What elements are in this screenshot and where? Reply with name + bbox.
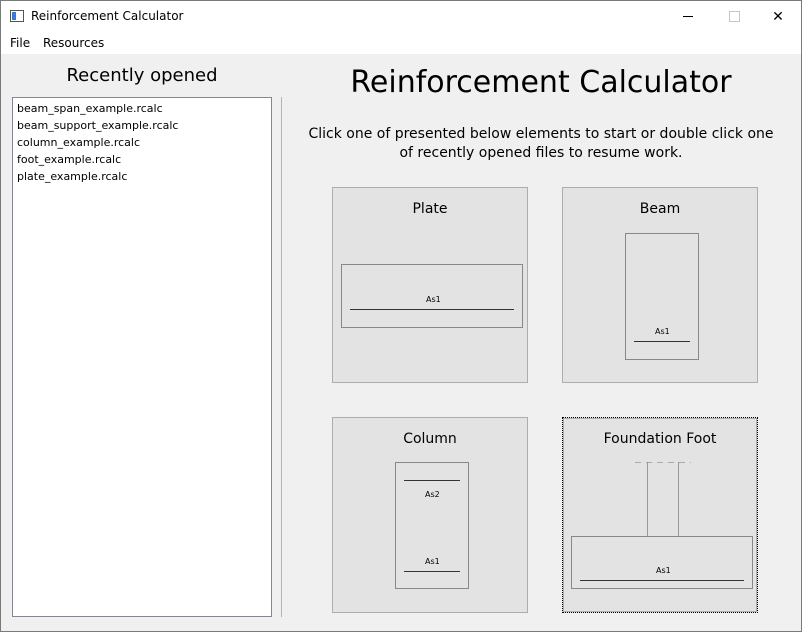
close-button[interactable]: ✕ <box>755 1 801 32</box>
instructions-text: Click one of presented below elements to… <box>308 126 774 161</box>
as2-label: As2 <box>425 490 440 499</box>
as1-label: As1 <box>655 327 670 336</box>
recent-file-item[interactable]: plate_example.rcalc <box>17 170 128 183</box>
beam-element-card[interactable]: Beam As1 <box>562 187 758 383</box>
panel-splitter[interactable] <box>281 97 282 617</box>
app-icon <box>10 10 24 22</box>
card-title: Plate <box>412 201 448 217</box>
close-icon: ✕ <box>772 8 784 25</box>
page-title: Reinforcement Calculator <box>350 65 732 100</box>
beam-diagram: As1 <box>625 233 699 360</box>
title-bar[interactable]: Reinforcement Calculator ✕ <box>1 1 801 32</box>
menu-file[interactable]: File <box>10 36 31 50</box>
card-title: Foundation Foot <box>603 431 717 447</box>
as1-label: As1 <box>426 295 441 304</box>
maximize-icon <box>728 11 740 22</box>
maximize-button[interactable] <box>711 1 757 32</box>
menu-bar: File Resources <box>1 32 801 54</box>
recent-file-item[interactable]: beam_support_example.rcalc <box>17 119 179 132</box>
minimize-button[interactable] <box>665 1 711 32</box>
recent-file-item[interactable]: column_example.rcalc <box>17 136 141 149</box>
foundation-foot-element-card[interactable]: Foundation Foot As1 <box>562 417 758 613</box>
recent-file-item[interactable]: foot_example.rcalc <box>17 153 122 166</box>
foundation-foot-diagram: As1 <box>571 462 753 589</box>
column-element-card[interactable]: Column As2 As1 <box>332 417 528 613</box>
plate-element-card[interactable]: Plate As1 <box>332 187 528 383</box>
recently-opened-heading: Recently opened <box>66 65 218 86</box>
card-title: Column <box>403 431 457 447</box>
window-title: Reinforcement Calculator <box>31 9 184 23</box>
minimize-icon <box>683 16 693 17</box>
card-title: Beam <box>639 201 681 217</box>
recent-files-list[interactable]: beam_span_example.rcalc beam_support_exa… <box>12 97 272 617</box>
as1-label: As1 <box>425 557 440 566</box>
as1-label: As1 <box>656 566 671 575</box>
column-diagram: As2 As1 <box>395 462 469 589</box>
menu-resources[interactable]: Resources <box>43 36 105 50</box>
plate-diagram: As1 <box>341 264 523 328</box>
recent-file-item[interactable]: beam_span_example.rcalc <box>17 102 163 115</box>
